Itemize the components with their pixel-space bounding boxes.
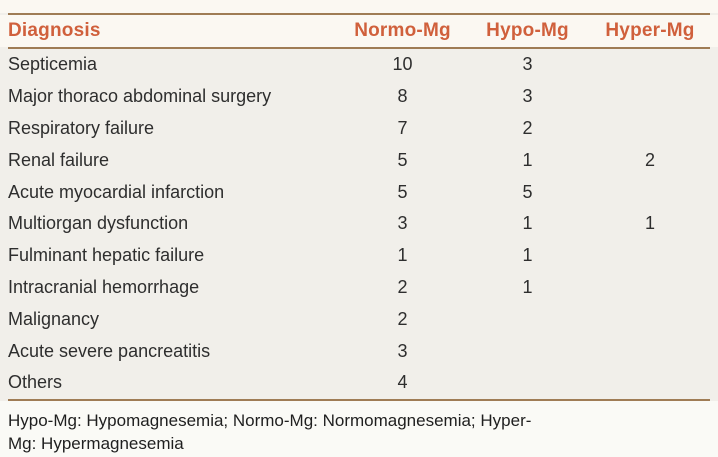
table-footnote: Hypo-Mg: Hypomagnesemia; Normo-Mg: Normo… bbox=[0, 400, 718, 457]
table-row: Malignancy 2 bbox=[0, 303, 718, 335]
column-header-diagnosis: Diagnosis bbox=[8, 20, 101, 41]
diagnosis-cell: Septicemia bbox=[8, 54, 98, 75]
diagnosis-cell: Acute severe pancreatitis bbox=[8, 340, 211, 361]
footnote-line: Mg: Hypermagnesemia bbox=[8, 433, 184, 453]
normo-mg-cell: 10 bbox=[392, 54, 413, 75]
hypo-mg-cell: 1 bbox=[522, 245, 533, 266]
table-row: Acute severe pancreatitis 3 bbox=[0, 335, 718, 367]
table-header-row: Diagnosis Normo-Mg Hypo-Mg Hyper-Mg bbox=[0, 15, 718, 47]
normo-mg-cell: 2 bbox=[397, 276, 408, 297]
normo-mg-cell: 5 bbox=[397, 181, 408, 202]
diagnosis-cell: Acute myocardial infarction bbox=[8, 181, 225, 202]
column-header-hyper-mg: Hyper-Mg bbox=[605, 20, 695, 41]
hypo-mg-cell: 1 bbox=[522, 213, 533, 234]
hypo-mg-cell: 5 bbox=[522, 181, 533, 202]
diagnosis-cell: Renal failure bbox=[8, 149, 110, 170]
hypo-mg-cell: 3 bbox=[522, 54, 533, 75]
table-row: Respiratory failure 7 2 bbox=[0, 113, 718, 145]
table-body: Septicemia 10 3 Major thoraco abdominal … bbox=[0, 49, 718, 399]
diagnosis-cell: Malignancy bbox=[8, 308, 100, 329]
normo-mg-cell: 2 bbox=[397, 308, 408, 329]
hyper-mg-cell: 1 bbox=[644, 213, 655, 234]
table-row: Intracranial hemorrhage 2 1 bbox=[0, 272, 718, 304]
hypo-mg-cell: 2 bbox=[522, 117, 533, 138]
table-row: Others 4 bbox=[0, 367, 718, 399]
diagnosis-cell: Multiorgan dysfunction bbox=[8, 213, 189, 234]
diagnosis-cell: Intracranial hemorrhage bbox=[8, 276, 200, 297]
diagnosis-cell: Major thoraco abdominal surgery bbox=[8, 86, 272, 107]
column-header-hypo-mg: Hypo-Mg bbox=[486, 20, 569, 41]
top-margin bbox=[0, 0, 718, 13]
column-header-normo-mg: Normo-Mg bbox=[354, 20, 451, 41]
table-row: Multiorgan dysfunction 3 1 1 bbox=[0, 208, 718, 240]
normo-mg-cell: 7 bbox=[397, 117, 408, 138]
hypo-mg-cell: 1 bbox=[522, 149, 533, 170]
diagnosis-cell: Others bbox=[8, 372, 63, 393]
table-rule-top bbox=[8, 13, 710, 15]
normo-mg-cell: 1 bbox=[397, 245, 408, 266]
normo-mg-cell: 3 bbox=[397, 340, 408, 361]
table-rule-bottom bbox=[8, 398, 710, 401]
hypo-mg-cell: 1 bbox=[522, 276, 533, 297]
hyper-mg-cell: 2 bbox=[644, 149, 655, 170]
normo-mg-cell: 3 bbox=[397, 213, 408, 234]
hypo-mg-cell: 3 bbox=[522, 86, 533, 107]
normo-mg-cell: 5 bbox=[397, 149, 408, 170]
normo-mg-cell: 4 bbox=[397, 372, 408, 393]
normo-mg-cell: 8 bbox=[397, 86, 408, 107]
diagnosis-cell: Fulminant hepatic failure bbox=[8, 245, 205, 266]
table-rule-header-bottom bbox=[8, 47, 710, 49]
table-row: Acute myocardial infarction 5 5 bbox=[0, 176, 718, 208]
diagnosis-cell: Respiratory failure bbox=[8, 117, 155, 138]
table-row: Renal failure 5 1 2 bbox=[0, 144, 718, 176]
table-row: Major thoraco abdominal surgery 8 3 bbox=[0, 81, 718, 113]
table-row: Fulminant hepatic failure 1 1 bbox=[0, 240, 718, 272]
footnote-line: Hypo-Mg: Hypomagnesemia; Normo-Mg: Normo… bbox=[8, 410, 532, 430]
table-row: Septicemia 10 3 bbox=[0, 49, 718, 81]
